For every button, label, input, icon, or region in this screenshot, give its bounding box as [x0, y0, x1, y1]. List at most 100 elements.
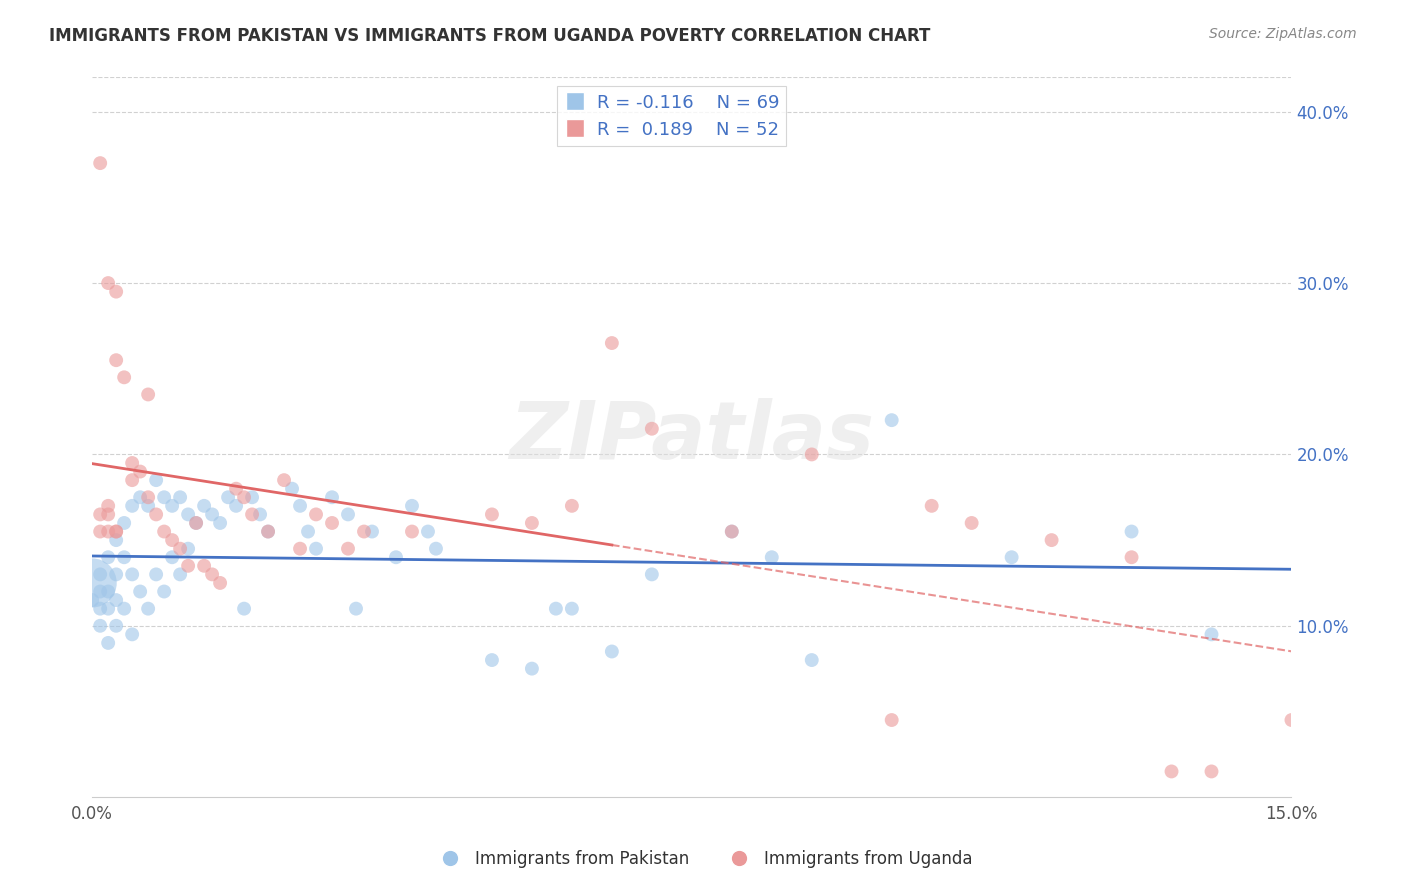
- Point: [177, 558, 200, 573]
- Point: [184, 516, 207, 530]
- Point: [353, 524, 375, 539]
- Point: [481, 653, 503, 667]
- Point: [121, 567, 143, 582]
- Point: [169, 541, 191, 556]
- Point: [121, 473, 143, 487]
- Point: [105, 593, 128, 607]
- Point: [1001, 550, 1024, 565]
- Point: [82, 576, 104, 591]
- Point: [1121, 550, 1143, 565]
- Point: [641, 422, 664, 436]
- Text: Source: ZipAtlas.com: Source: ZipAtlas.com: [1209, 27, 1357, 41]
- Point: [184, 516, 207, 530]
- Point: [121, 499, 143, 513]
- Point: [177, 508, 200, 522]
- Point: [1281, 713, 1303, 727]
- Point: [177, 541, 200, 556]
- Point: [209, 516, 232, 530]
- Point: [193, 558, 215, 573]
- Point: [82, 593, 104, 607]
- Point: [880, 413, 903, 427]
- Point: [561, 601, 583, 615]
- Point: [89, 584, 111, 599]
- Point: [153, 584, 176, 599]
- Point: [105, 567, 128, 582]
- Point: [209, 576, 232, 591]
- Point: [129, 465, 152, 479]
- Point: [153, 524, 176, 539]
- Point: [136, 601, 159, 615]
- Point: [344, 601, 367, 615]
- Point: [337, 541, 360, 556]
- Point: [145, 567, 167, 582]
- Point: [1040, 533, 1063, 548]
- Point: [201, 508, 224, 522]
- Legend: Immigrants from Pakistan, Immigrants from Uganda: Immigrants from Pakistan, Immigrants fro…: [426, 844, 980, 875]
- Point: [288, 541, 311, 556]
- Point: [1201, 627, 1223, 641]
- Point: [129, 584, 152, 599]
- Point: [233, 490, 256, 504]
- Point: [240, 508, 263, 522]
- Point: [89, 508, 111, 522]
- Point: [401, 499, 423, 513]
- Point: [233, 601, 256, 615]
- Point: [257, 524, 280, 539]
- Point: [97, 524, 120, 539]
- Point: [416, 524, 439, 539]
- Point: [561, 499, 583, 513]
- Point: [97, 601, 120, 615]
- Point: [160, 533, 183, 548]
- Point: [960, 516, 983, 530]
- Point: [1160, 764, 1182, 779]
- Point: [520, 516, 543, 530]
- Point: [97, 508, 120, 522]
- Point: [281, 482, 304, 496]
- Point: [105, 533, 128, 548]
- Point: [520, 662, 543, 676]
- Point: [544, 601, 567, 615]
- Point: [97, 499, 120, 513]
- Point: [600, 336, 623, 351]
- Point: [136, 387, 159, 401]
- Point: [425, 541, 447, 556]
- Point: [145, 508, 167, 522]
- Point: [112, 601, 135, 615]
- Point: [273, 473, 295, 487]
- Point: [89, 601, 111, 615]
- Point: [89, 524, 111, 539]
- Point: [105, 285, 128, 299]
- Point: [288, 499, 311, 513]
- Point: [201, 567, 224, 582]
- Point: [641, 567, 664, 582]
- Point: [136, 490, 159, 504]
- Point: [921, 499, 943, 513]
- Point: [761, 550, 783, 565]
- Point: [361, 524, 384, 539]
- Point: [321, 490, 343, 504]
- Point: [89, 567, 111, 582]
- Legend: R = -0.116    N = 69, R =  0.189    N = 52: R = -0.116 N = 69, R = 0.189 N = 52: [557, 87, 786, 146]
- Point: [121, 627, 143, 641]
- Point: [481, 508, 503, 522]
- Point: [193, 499, 215, 513]
- Point: [129, 490, 152, 504]
- Point: [97, 276, 120, 290]
- Point: [97, 584, 120, 599]
- Point: [257, 524, 280, 539]
- Point: [145, 473, 167, 487]
- Point: [800, 447, 823, 461]
- Point: [401, 524, 423, 539]
- Point: [89, 619, 111, 633]
- Point: [105, 619, 128, 633]
- Point: [105, 524, 128, 539]
- Point: [169, 567, 191, 582]
- Point: [1201, 764, 1223, 779]
- Point: [249, 508, 271, 522]
- Point: [89, 156, 111, 170]
- Point: [240, 490, 263, 504]
- Point: [385, 550, 408, 565]
- Point: [225, 482, 247, 496]
- Point: [112, 550, 135, 565]
- Point: [97, 550, 120, 565]
